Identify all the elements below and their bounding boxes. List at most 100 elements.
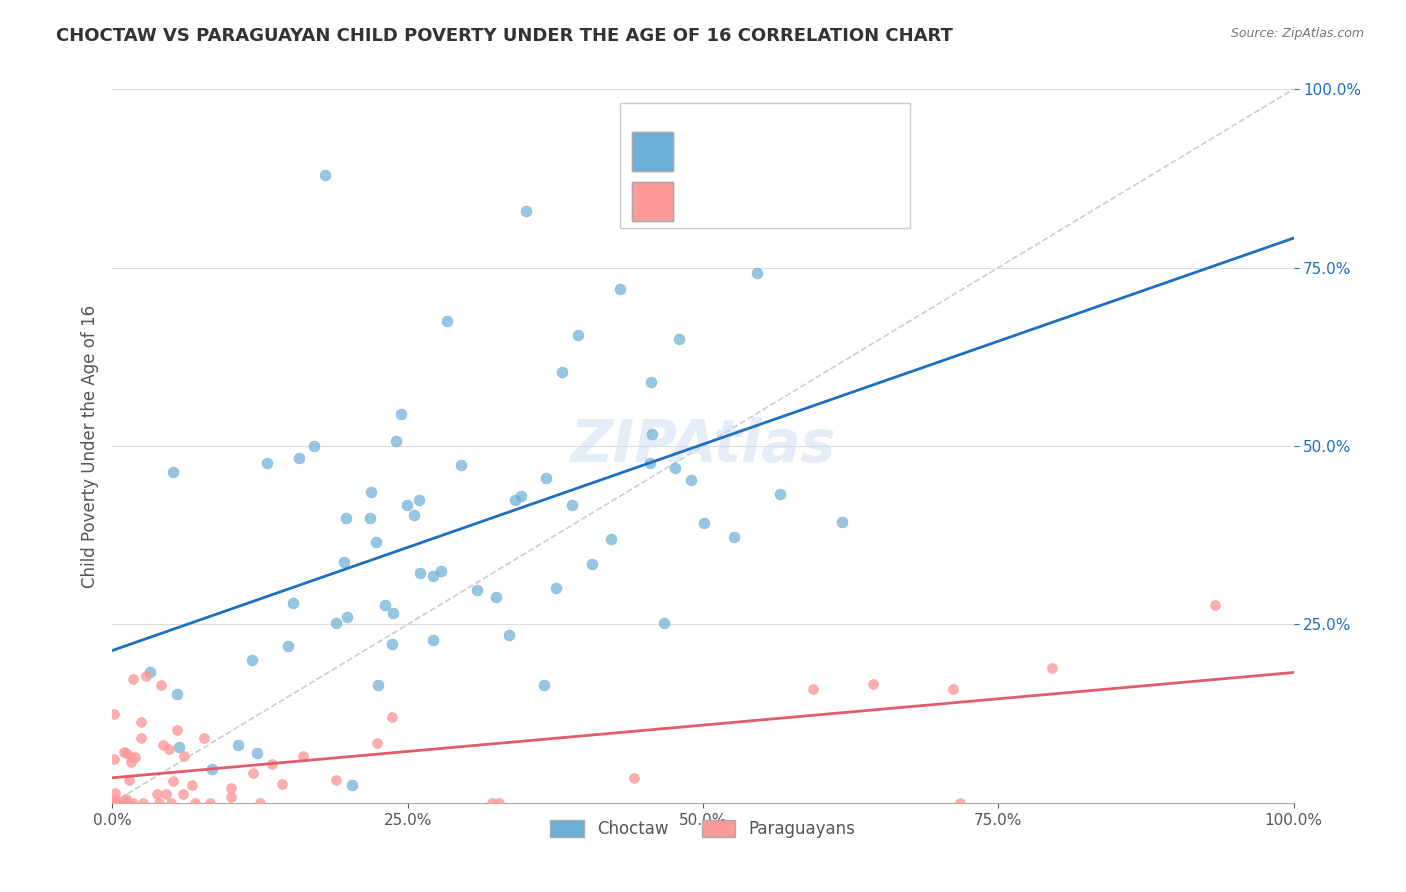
Point — [155, 787, 177, 801]
Point — [550, 365, 572, 379]
Point — [117, 796, 139, 810]
Text: N =: N = — [803, 136, 846, 150]
Point — [536, 471, 558, 485]
Point — [546, 581, 568, 595]
Point — [219, 790, 242, 805]
Point — [801, 681, 824, 696]
Point — [124, 750, 146, 764]
Point — [173, 748, 195, 763]
Point — [103, 796, 125, 810]
Point — [381, 606, 404, 620]
FancyBboxPatch shape — [633, 182, 673, 221]
Text: ZIPAtlas: ZIPAtlas — [571, 417, 835, 475]
Point — [114, 796, 136, 810]
Text: Source: ZipAtlas.com: Source: ZipAtlas.com — [1230, 27, 1364, 40]
Point — [281, 596, 304, 610]
Point — [481, 796, 503, 810]
Point — [381, 710, 404, 724]
Point — [120, 755, 142, 769]
Y-axis label: Child Poverty Under the Age of 16: Child Poverty Under the Age of 16 — [80, 304, 98, 588]
Point — [129, 715, 152, 730]
Point — [200, 796, 222, 810]
Point — [561, 498, 583, 512]
Point — [115, 746, 138, 760]
Point — [193, 731, 215, 746]
Point — [638, 456, 661, 470]
Point — [118, 773, 141, 788]
Point — [139, 665, 162, 680]
Point — [288, 451, 311, 466]
Text: 58: 58 — [862, 186, 884, 200]
Point — [366, 736, 388, 750]
Point — [652, 615, 675, 630]
Point — [505, 493, 527, 508]
Point — [104, 796, 127, 810]
Point — [166, 723, 188, 738]
Point — [623, 771, 645, 785]
Point — [668, 332, 690, 346]
Point — [488, 796, 510, 810]
Point — [409, 566, 432, 581]
Text: 0.551: 0.551 — [733, 136, 780, 150]
Point — [385, 434, 408, 448]
Point — [314, 168, 336, 182]
FancyBboxPatch shape — [633, 132, 673, 171]
FancyBboxPatch shape — [620, 103, 910, 228]
Point — [132, 796, 155, 810]
Point — [149, 678, 172, 692]
Point — [747, 266, 769, 280]
Point — [404, 508, 426, 522]
Point — [103, 706, 125, 721]
Point — [336, 610, 359, 624]
Point — [679, 473, 702, 487]
Point — [949, 796, 972, 810]
Point — [115, 792, 138, 806]
Point — [364, 535, 387, 549]
Point — [242, 766, 264, 780]
Point — [146, 787, 169, 801]
Point — [367, 678, 389, 692]
Point — [942, 681, 965, 696]
Legend: Choctaw, Paraguayans: Choctaw, Paraguayans — [544, 813, 862, 845]
Point — [381, 637, 404, 651]
Point — [103, 796, 125, 810]
Point — [228, 738, 250, 752]
Point — [332, 555, 354, 569]
Point — [152, 739, 174, 753]
Point — [831, 515, 853, 529]
Point — [160, 796, 183, 810]
Point — [162, 465, 184, 479]
Point — [166, 687, 188, 701]
Point — [325, 773, 347, 788]
Point — [436, 314, 458, 328]
Point — [302, 439, 325, 453]
Point — [510, 489, 533, 503]
Point — [640, 375, 662, 389]
Point — [121, 796, 143, 810]
Point — [1040, 661, 1063, 675]
Point — [664, 460, 686, 475]
Point — [1204, 599, 1226, 613]
Text: CHOCTAW VS PARAGUAYAN CHILD POVERTY UNDER THE AGE OF 16 CORRELATION CHART: CHOCTAW VS PARAGUAYAN CHILD POVERTY UNDE… — [56, 27, 953, 45]
Point — [122, 672, 145, 686]
Point — [422, 569, 444, 583]
Point — [465, 582, 488, 597]
Point — [408, 492, 430, 507]
Point — [135, 669, 157, 683]
Point — [291, 748, 314, 763]
Point — [360, 485, 382, 500]
Point — [219, 780, 242, 795]
Point — [485, 591, 508, 605]
Point — [693, 516, 716, 531]
Point — [533, 678, 555, 692]
Point — [567, 328, 589, 343]
Point — [180, 778, 202, 792]
Point — [104, 786, 127, 800]
Point — [581, 557, 603, 571]
Point — [183, 796, 205, 810]
Point — [112, 745, 135, 759]
Point — [172, 787, 194, 801]
Point — [271, 776, 294, 790]
Text: R =: R = — [685, 186, 718, 200]
Point — [389, 408, 412, 422]
